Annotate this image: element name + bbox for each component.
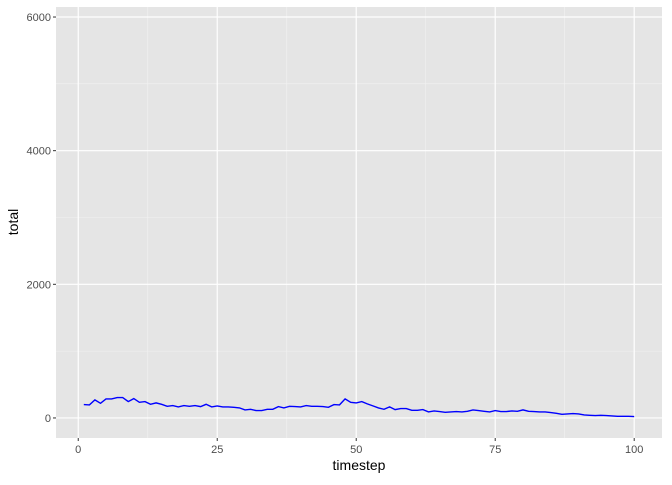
plot-panel	[56, 7, 662, 438]
series-line	[83, 396, 635, 418]
x-axis: 0 25 50 75 100	[75, 438, 643, 456]
minor-gridlines	[56, 7, 662, 438]
y-tick-label: 4000	[27, 146, 51, 158]
x-tick-label: 50	[350, 444, 362, 456]
y-tick-label: 0	[45, 413, 51, 425]
major-gridlines	[56, 7, 662, 438]
y-axis-label: total	[5, 209, 21, 235]
x-tick-label: 0	[75, 444, 81, 456]
y-tick-label: 6000	[27, 12, 51, 24]
x-tick-label: 75	[489, 444, 501, 456]
y-axis: 0 2000 4000 6000	[27, 12, 56, 425]
x-tick-label: 100	[625, 444, 643, 456]
x-axis-label: timestep	[333, 457, 386, 473]
x-tick-label: 25	[211, 444, 223, 456]
y-tick-label: 2000	[27, 279, 51, 291]
